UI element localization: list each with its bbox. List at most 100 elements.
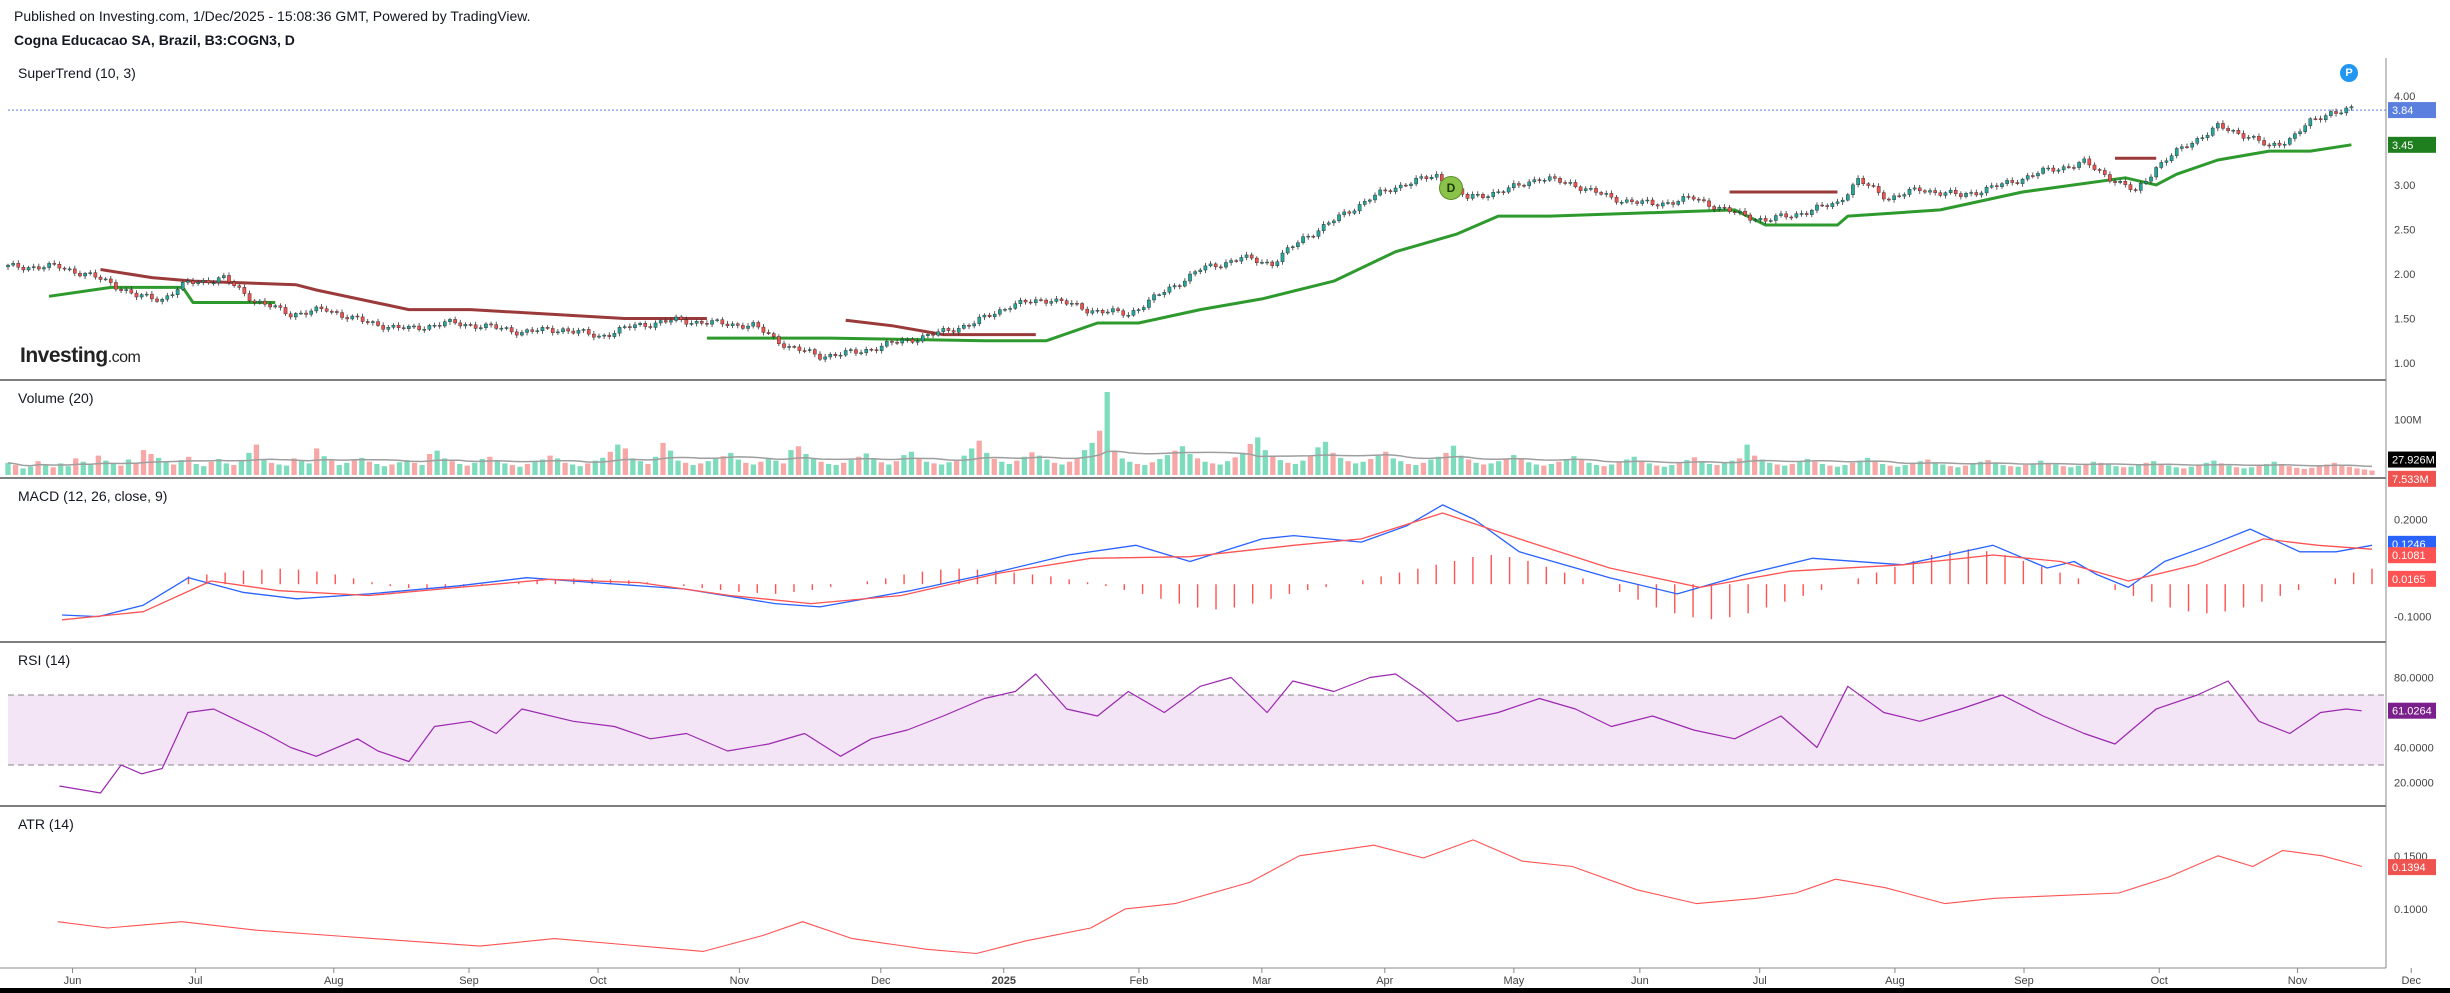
candle-up: [1753, 219, 1758, 222]
candle-down: [931, 334, 935, 336]
volume-bar-down: [2279, 464, 2285, 475]
volume-bar-down: [931, 463, 937, 475]
volume-bar-down: [2181, 468, 2187, 475]
volume-bar-up: [163, 461, 169, 475]
candle-up: [2174, 148, 2179, 156]
volume-bar-up: [2226, 465, 2232, 475]
candle-up: [2061, 166, 2066, 171]
candle-down: [2257, 136, 2261, 141]
volume-bar-up: [901, 455, 907, 475]
p-marker[interactable]: P: [2340, 64, 2358, 82]
candle-down: [720, 319, 725, 325]
candle-down: [910, 339, 915, 343]
candle-down: [1522, 184, 1526, 187]
candle-down: [489, 323, 493, 326]
volume-bar-up: [1277, 460, 1283, 475]
candle-down: [1553, 176, 1557, 179]
dividend-marker[interactable]: D: [1439, 176, 1463, 200]
price-tick-label: 2.50: [2394, 224, 2415, 236]
candle-up: [1136, 309, 1141, 311]
candle-down: [2092, 164, 2097, 170]
candle-up: [864, 349, 869, 353]
candle-up: [597, 335, 601, 338]
volume-bar-up: [1864, 457, 1871, 475]
candle-up: [1126, 314, 1131, 317]
candle-down: [1871, 185, 1876, 187]
volume-bar-down: [1556, 461, 1562, 475]
candle-up: [1589, 188, 1593, 190]
candle-down: [237, 285, 242, 288]
candle-down: [1748, 214, 1752, 221]
supertrend-up-line: [706, 143, 2352, 343]
candle-up: [391, 324, 396, 328]
volume-bar-up: [58, 463, 64, 475]
candle-up: [201, 280, 206, 283]
candle-down: [1923, 190, 1927, 193]
candle-down: [967, 325, 971, 327]
candle-down: [854, 349, 858, 354]
volume-bar-down: [426, 453, 433, 475]
volume-bar-up: [539, 459, 546, 475]
candle-up: [293, 313, 298, 318]
candle-up: [1229, 260, 1233, 263]
volume-bar-up: [502, 463, 508, 475]
candle-up: [556, 331, 560, 334]
candle-up: [540, 327, 545, 332]
volume-bar-down: [2301, 468, 2307, 475]
candle-up: [2041, 167, 2045, 174]
volume-bar-down: [916, 458, 922, 475]
volume-bar-down: [2354, 468, 2360, 475]
volume-bar-up: [1217, 464, 1223, 475]
candle-up: [520, 332, 524, 336]
candle-down: [319, 306, 324, 310]
volume-bar-up: [2090, 461, 2097, 475]
candle-down: [324, 308, 329, 312]
volume-bar-up: [1262, 450, 1268, 475]
candle-down: [1537, 179, 1542, 181]
volume-bar-down: [118, 465, 124, 475]
candle-up: [1496, 191, 1501, 193]
candle-up: [1989, 185, 1994, 188]
macd-histogram: [187, 549, 2373, 620]
candle-up: [1337, 214, 1341, 222]
candle-down: [648, 326, 653, 328]
candle-down: [242, 287, 247, 294]
atr-line: [57, 839, 2363, 955]
candle-up: [669, 320, 673, 323]
volume-bar-down: [2331, 462, 2337, 475]
candle-up: [694, 321, 699, 324]
candle-down: [735, 323, 740, 326]
volume-title: Volume (20): [18, 390, 93, 406]
volume-bar-up: [1970, 463, 1976, 475]
candle-down: [766, 332, 771, 334]
candle-down: [1249, 254, 1254, 259]
candle-up: [1856, 178, 1860, 186]
candle-up: [2231, 130, 2236, 132]
candle-up: [124, 289, 128, 291]
rsi-title: RSI (14): [18, 652, 70, 668]
volume-bar-up: [1880, 463, 1886, 475]
candle-up: [1398, 184, 1403, 189]
candle-up: [2282, 144, 2287, 146]
volume-bar-up: [419, 465, 425, 475]
candle-down: [1481, 194, 1485, 198]
candle-down: [2087, 158, 2092, 166]
volume-bar-down: [1066, 461, 1073, 475]
supertrend-tag: 3.45: [2388, 136, 2436, 153]
candle-up: [807, 349, 812, 351]
candle-up: [787, 346, 791, 348]
volume-bar-up: [1036, 455, 1043, 475]
candle-down: [1887, 198, 1891, 201]
volume-bar-down: [73, 458, 79, 475]
volume-bar-down: [2233, 467, 2240, 475]
volume-bar-down: [1752, 455, 1758, 475]
candle-up: [1547, 176, 1552, 181]
volume-bar-down: [698, 463, 704, 475]
candle-up: [1034, 299, 1038, 303]
candle-up: [1008, 308, 1012, 310]
volume-bar-up: [1631, 456, 1637, 475]
candle-up: [2195, 138, 2200, 144]
x-tick-label: Jul: [188, 975, 202, 987]
volume-bar-down: [1789, 463, 1795, 475]
volume-bar-down: [148, 453, 154, 475]
